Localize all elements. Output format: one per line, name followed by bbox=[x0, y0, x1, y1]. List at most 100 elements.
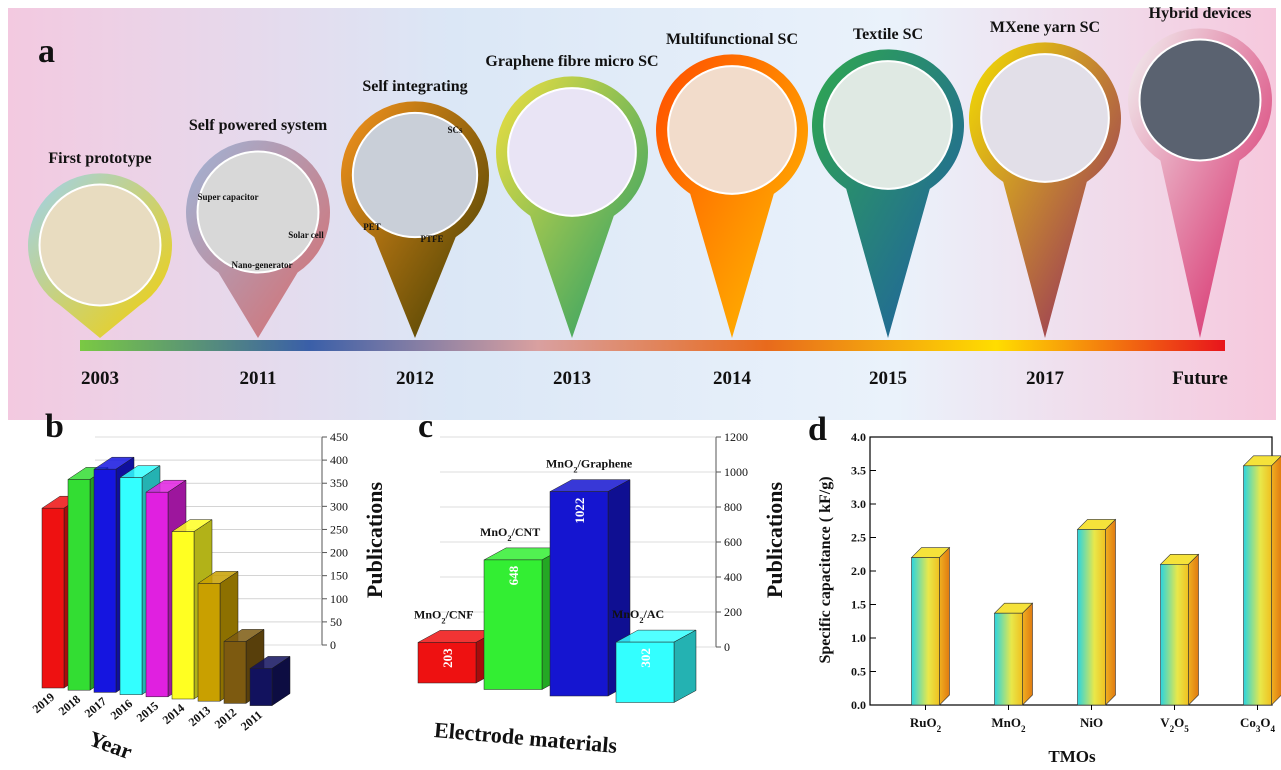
bar bbox=[197, 583, 221, 702]
x-tick-label: 2017 bbox=[82, 694, 109, 720]
y-tick-label: 450 bbox=[330, 430, 348, 444]
x-tick-label: 2015 bbox=[134, 699, 161, 725]
year-label: 2013 bbox=[553, 368, 591, 389]
bar bbox=[249, 668, 273, 706]
pin-image bbox=[507, 87, 637, 217]
year-label: 2015 bbox=[869, 368, 907, 389]
y-tick-label: 800 bbox=[724, 500, 742, 514]
bar bbox=[1160, 563, 1189, 706]
panel-label: b bbox=[45, 408, 64, 445]
y-tick-label: 200 bbox=[330, 546, 348, 560]
x-tick-label: MnO2/CNT bbox=[480, 525, 540, 543]
x-tick-label: 2013 bbox=[186, 703, 213, 729]
x-tick-label: 2014 bbox=[160, 701, 187, 727]
value-label: 648 bbox=[506, 565, 521, 585]
y-tick-label: 200 bbox=[724, 605, 742, 619]
x-tick-label: NiO bbox=[1080, 715, 1103, 730]
node-label: Self powered system bbox=[189, 117, 328, 134]
bar-side bbox=[1022, 602, 1033, 706]
node-label: First prototype bbox=[48, 150, 151, 167]
bar bbox=[911, 557, 940, 706]
x-tick-label: MnO2/CNF bbox=[414, 607, 474, 625]
pin-image bbox=[351, 111, 479, 239]
x-tick-label: 2018 bbox=[56, 692, 83, 718]
x-tick-label: MnO2/Graphene bbox=[546, 457, 633, 475]
bar bbox=[1243, 465, 1272, 706]
pin-image bbox=[1138, 38, 1262, 162]
y-tick-label: 350 bbox=[330, 476, 348, 490]
node-label: Graphene fibre micro SC bbox=[485, 53, 658, 70]
x-tick-label: 2012 bbox=[212, 705, 239, 731]
y-tick-label: 1000 bbox=[724, 465, 748, 479]
y-tick-label: 3.0 bbox=[851, 497, 866, 511]
bar bbox=[171, 531, 195, 700]
x-axis-title: Electrode materials bbox=[433, 717, 618, 758]
node-label: Textile SC bbox=[853, 26, 923, 43]
y-tick-label: 2.5 bbox=[851, 531, 866, 545]
bar bbox=[417, 642, 477, 684]
panel-label: d bbox=[808, 411, 827, 448]
x-tick-label: RuO2 bbox=[910, 715, 942, 734]
y-tick-label: 250 bbox=[330, 522, 348, 536]
annotation: Super capacitor bbox=[197, 192, 258, 202]
bar bbox=[483, 559, 543, 690]
annotation: PTFE bbox=[420, 234, 443, 244]
pin-image bbox=[980, 53, 1110, 183]
y-tick-label: 2.0 bbox=[851, 564, 866, 578]
annotation: PET bbox=[363, 222, 381, 232]
bar bbox=[41, 507, 65, 689]
bar bbox=[67, 479, 91, 691]
bar bbox=[145, 491, 169, 698]
annotation: SCs bbox=[447, 125, 463, 135]
year-label: 2003 bbox=[81, 368, 119, 389]
bar-side bbox=[1188, 553, 1199, 706]
x-tick-label: 2019 bbox=[30, 690, 57, 716]
pin-image bbox=[667, 65, 797, 195]
y-tick-label: 150 bbox=[330, 569, 348, 583]
y-tick-label: 100 bbox=[330, 592, 348, 606]
bar bbox=[223, 641, 247, 704]
y-axis-title: Publications bbox=[762, 481, 787, 598]
y-tick-label: 1200 bbox=[724, 430, 748, 444]
y-tick-label: 50 bbox=[330, 615, 342, 629]
bar bbox=[549, 491, 609, 697]
year-label: 2014 bbox=[713, 368, 752, 389]
y-axis-title: Publications bbox=[362, 481, 387, 598]
x-tick-label: V2O5 bbox=[1160, 715, 1189, 734]
value-label: 302 bbox=[638, 648, 653, 668]
node-label: Hybrid devices bbox=[1149, 5, 1252, 22]
panel-label: c bbox=[418, 408, 433, 445]
year-label: 2017 bbox=[1026, 368, 1065, 389]
timeline-bar bbox=[80, 340, 1225, 351]
x-tick-label: 2011 bbox=[238, 708, 265, 734]
bar bbox=[615, 641, 675, 703]
x-axis-title: Year bbox=[86, 726, 136, 765]
y-tick-label: 1.0 bbox=[851, 631, 866, 645]
y-tick-label: 1.5 bbox=[851, 598, 866, 612]
y-tick-label: 400 bbox=[330, 453, 348, 467]
year-label: 2012 bbox=[396, 368, 434, 389]
x-tick-label: Co3O4 bbox=[1240, 715, 1276, 734]
y-tick-label: 0 bbox=[724, 640, 730, 654]
node-label: Self integrating bbox=[362, 78, 467, 95]
x-tick-label: MnO2 bbox=[991, 715, 1026, 734]
y-tick-label: 400 bbox=[724, 570, 742, 584]
pin-image bbox=[196, 150, 320, 274]
y-tick-label: 0.5 bbox=[851, 665, 866, 679]
bar bbox=[93, 468, 117, 693]
bar bbox=[1077, 529, 1106, 706]
value-label: 1022 bbox=[572, 498, 587, 524]
bar bbox=[994, 612, 1023, 706]
y-tick-label: 300 bbox=[330, 499, 348, 513]
year-label: 2011 bbox=[240, 368, 277, 389]
x-axis-title: TMOs bbox=[1048, 747, 1096, 766]
panel-label: a bbox=[38, 33, 55, 70]
bar-side bbox=[1271, 455, 1281, 706]
y-tick-label: 0.0 bbox=[851, 698, 866, 712]
y-tick-label: 600 bbox=[724, 535, 742, 549]
node-label: Multifunctional SC bbox=[666, 31, 798, 48]
x-tick-label: MnO2/AC bbox=[612, 607, 664, 625]
x-tick-label: 2016 bbox=[108, 696, 135, 722]
y-tick-label: 3.5 bbox=[851, 464, 866, 478]
